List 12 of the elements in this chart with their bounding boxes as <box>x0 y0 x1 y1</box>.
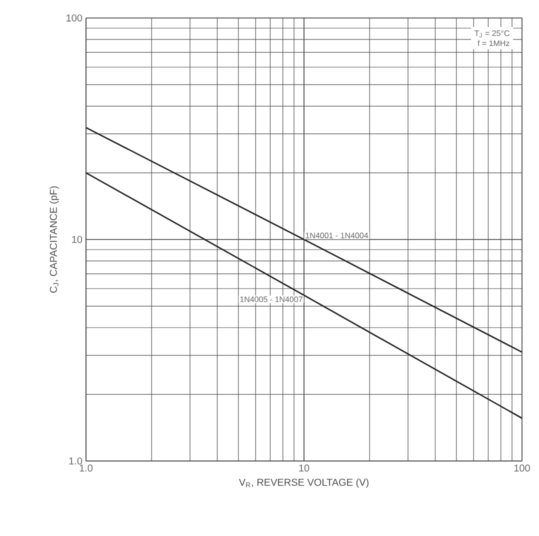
y-tick-label: 10 <box>72 236 82 244</box>
x-tick-label: 100 <box>514 464 530 472</box>
series-label: 1N4005 - 1N4007 <box>240 296 302 302</box>
series-label: 1N4001 - 1N4004 <box>306 232 368 238</box>
x-tick-label: 1.0 <box>80 464 93 472</box>
x-axis-title: V$_{R}$, REVERSE VOLTAGE (V) <box>238 478 368 488</box>
y-tick-label: 100 <box>66 14 82 22</box>
y-axis-title: C$_{J}$, CAPACITANCE (pF) <box>50 186 59 293</box>
annotation: f = 1MHz <box>478 40 510 46</box>
annotation: T$_{J}$ = 25°C <box>474 30 510 38</box>
y-tick-label: 1.0 <box>69 457 82 465</box>
x-tick-label: 10 <box>299 464 310 472</box>
